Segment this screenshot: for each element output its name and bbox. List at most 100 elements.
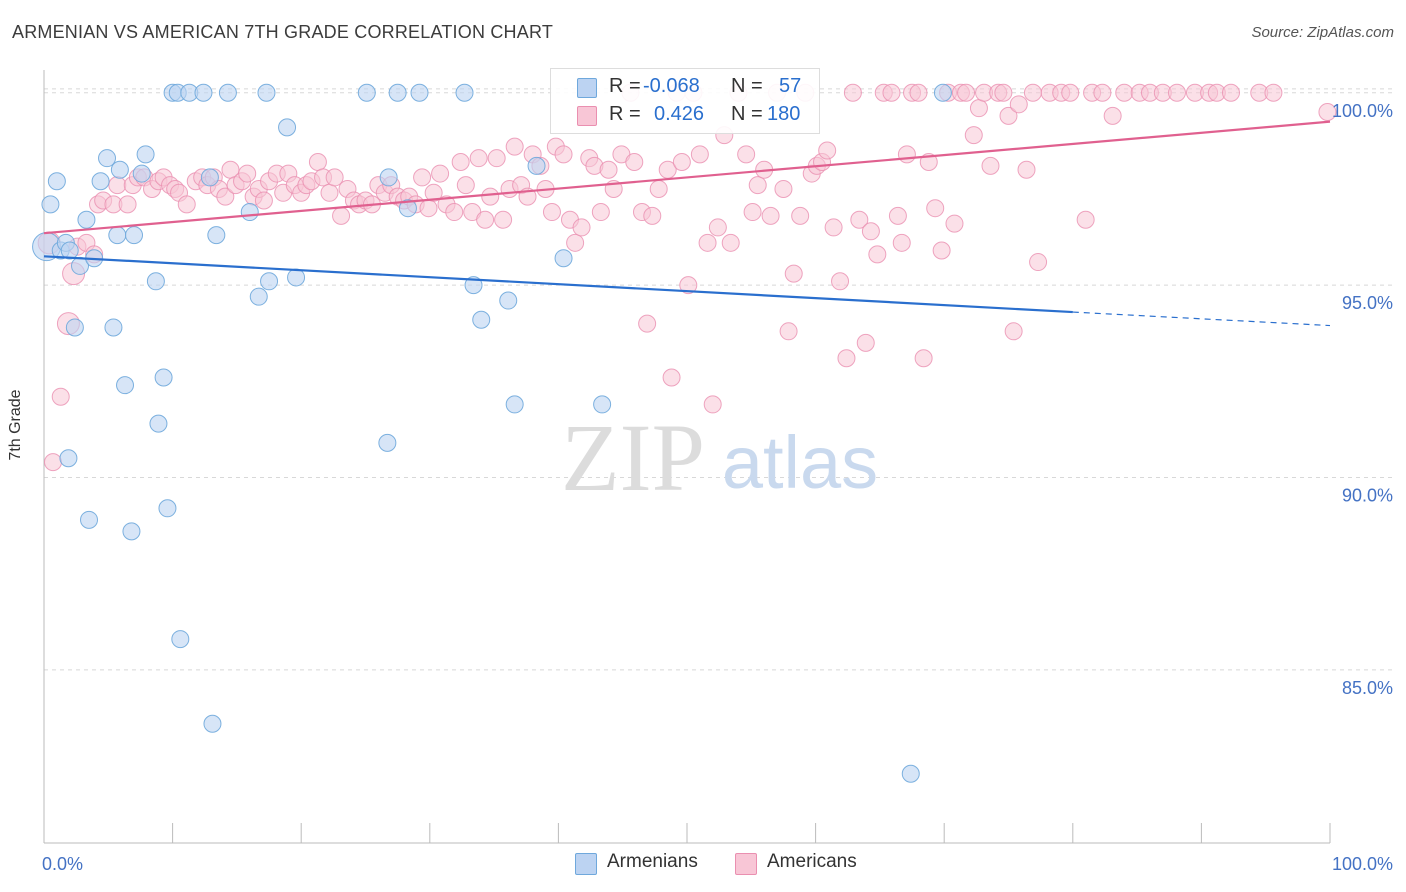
americans-point	[413, 168, 432, 187]
watermark-zip: ZIP	[561, 404, 705, 511]
legend-n-value: 57	[779, 75, 802, 97]
americans-point	[774, 179, 793, 198]
armenians-point	[91, 172, 110, 191]
americans-point	[238, 164, 257, 183]
americans-point	[868, 245, 887, 264]
watermark-atlas: atlas	[722, 421, 878, 504]
armenians-point	[499, 291, 518, 310]
armenians-point	[136, 145, 155, 164]
americans-point	[791, 206, 810, 225]
americans-point	[476, 210, 495, 229]
americans-point	[320, 183, 339, 202]
armenians-trend-line	[43, 255, 1073, 314]
americans-point	[572, 218, 591, 237]
americans-point	[431, 164, 450, 183]
source-note: Source: ZipAtlas.com	[1251, 24, 1394, 41]
americans-point	[566, 233, 585, 252]
armenians-point	[207, 226, 226, 245]
americans-point	[914, 349, 933, 368]
armenians-point	[194, 83, 213, 102]
americans-point	[698, 233, 717, 252]
americans-point	[957, 83, 976, 102]
armenians-point	[455, 83, 474, 102]
y-tick-label: 100.0%	[1332, 101, 1393, 121]
armenians-point	[357, 83, 376, 102]
armenians-trend-extension	[1072, 311, 1331, 327]
armenians-point	[287, 268, 306, 287]
americans-point	[308, 153, 327, 172]
americans-point	[945, 214, 964, 233]
tick-labels: 85.0% 90.0% 95.0% 100.0% 0.0% 100.0%	[42, 101, 1393, 874]
americans-point	[456, 176, 475, 195]
americans-point	[542, 203, 561, 222]
americans-point	[1167, 83, 1186, 102]
americans-points	[37, 83, 1337, 472]
americans-point	[743, 203, 762, 222]
armenians-swatch	[575, 853, 597, 875]
americans-point	[1017, 160, 1036, 179]
americans-point	[481, 187, 500, 206]
legend-r-label: R =	[609, 103, 641, 125]
americans-point	[748, 176, 767, 195]
americans-point	[824, 218, 843, 237]
americans-point	[932, 241, 951, 260]
armenians-points	[32, 83, 952, 783]
y-tick-label: 95.0%	[1342, 293, 1393, 313]
armenians-point	[200, 168, 219, 187]
americans-point	[108, 176, 127, 195]
armenians-point	[933, 83, 952, 102]
legend-r-value: 0.426	[654, 103, 705, 125]
americans-point	[679, 276, 698, 295]
americans-point	[882, 83, 901, 102]
americans-point	[1093, 83, 1112, 102]
armenians-point	[257, 83, 276, 102]
americans-point	[843, 83, 862, 102]
americans-point	[1029, 253, 1048, 272]
armenians-point	[104, 318, 123, 337]
americans-point	[424, 183, 443, 202]
americans-point	[1061, 83, 1080, 102]
americans-point	[625, 153, 644, 172]
americans-point	[118, 195, 137, 214]
americans-point	[831, 272, 850, 291]
americans-point	[332, 206, 351, 225]
americans-point	[487, 149, 506, 168]
armenians-point	[901, 764, 920, 783]
legend-n-value: 180	[767, 103, 801, 125]
legend-r-value: -0.068	[643, 75, 700, 97]
armenians-point	[505, 395, 524, 414]
americans-point	[909, 83, 928, 102]
americans-point	[1103, 106, 1122, 125]
americans-point	[177, 195, 196, 214]
americans-point	[969, 99, 988, 118]
armenians-point	[154, 368, 173, 387]
americans-point	[1023, 83, 1042, 102]
americans-point	[1009, 95, 1028, 114]
americans-point	[761, 206, 780, 225]
americans-point	[591, 203, 610, 222]
americans-point	[44, 453, 63, 472]
armenians-point	[379, 168, 398, 187]
armenians-point	[47, 172, 66, 191]
americans-point	[721, 233, 740, 252]
americans-point	[451, 153, 470, 172]
americans-swatch	[735, 853, 757, 875]
americans-point	[926, 199, 945, 218]
chart-title: ARMENIAN VS AMERICAN 7TH GRADE CORRELATI…	[12, 22, 554, 42]
americans-point	[216, 187, 235, 206]
americans-point	[419, 199, 438, 218]
armenians-point	[98, 149, 117, 168]
americans-trend-line	[43, 120, 1331, 235]
americans-point	[1115, 83, 1134, 102]
americans-point	[708, 218, 727, 237]
trend-lines	[43, 120, 1331, 327]
armenians-point	[146, 272, 165, 291]
armenians-point	[398, 199, 417, 218]
americans-point	[850, 210, 869, 229]
x-tick-label-min: 0.0%	[42, 854, 83, 874]
armenians-point	[122, 522, 141, 541]
armenians-point	[378, 433, 397, 452]
armenians-point	[60, 241, 79, 260]
armenians-point	[249, 287, 268, 306]
